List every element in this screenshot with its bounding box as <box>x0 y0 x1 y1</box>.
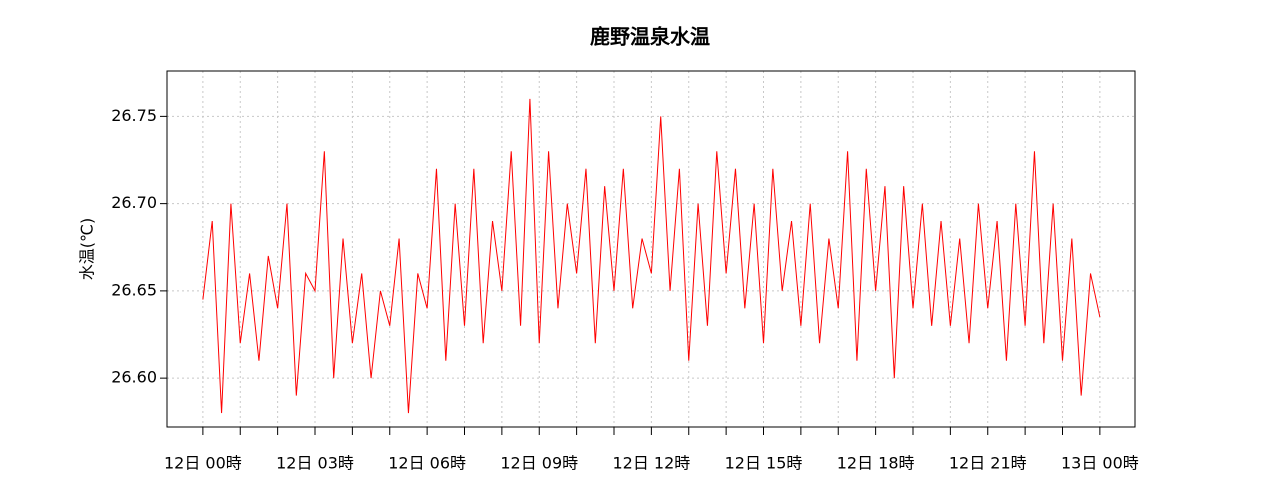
x-tick-label: 12日 09時 <box>500 454 578 473</box>
x-tick-label: 12日 18時 <box>837 454 915 473</box>
y-axis-label: 水温(℃) <box>78 218 97 280</box>
x-tick-label: 13日 00時 <box>1061 454 1139 473</box>
x-tick-label: 12日 21時 <box>949 454 1027 473</box>
y-tick-label: 26.70 <box>111 193 157 212</box>
x-tick-label: 12日 15時 <box>725 454 803 473</box>
x-tick-label: 12日 03時 <box>276 454 354 473</box>
plot-frame <box>166 70 1136 428</box>
x-tick-label: 12日 06時 <box>388 454 466 473</box>
y-tick-label: 26.75 <box>111 106 157 125</box>
chart-title: 鹿野温泉水温 <box>590 25 710 49</box>
x-tick-label: 12日 12時 <box>612 454 690 473</box>
y-tick-label: 26.60 <box>111 368 157 387</box>
y-tick-label: 26.65 <box>111 280 157 299</box>
data-line <box>202 98 1101 414</box>
x-tick-label: 12日 00時 <box>164 454 242 473</box>
